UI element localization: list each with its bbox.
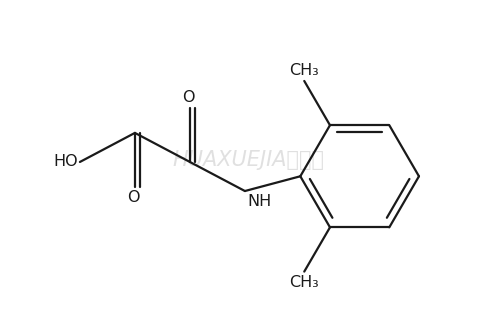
Text: HUAXUEJIA化学加: HUAXUEJIA化学加 — [172, 150, 324, 170]
Text: O: O — [126, 190, 139, 205]
Text: CH₃: CH₃ — [289, 275, 319, 290]
Text: NH: NH — [247, 194, 271, 209]
Text: HO: HO — [53, 155, 78, 170]
Text: CH₃: CH₃ — [289, 63, 319, 78]
Text: O: O — [182, 90, 194, 105]
